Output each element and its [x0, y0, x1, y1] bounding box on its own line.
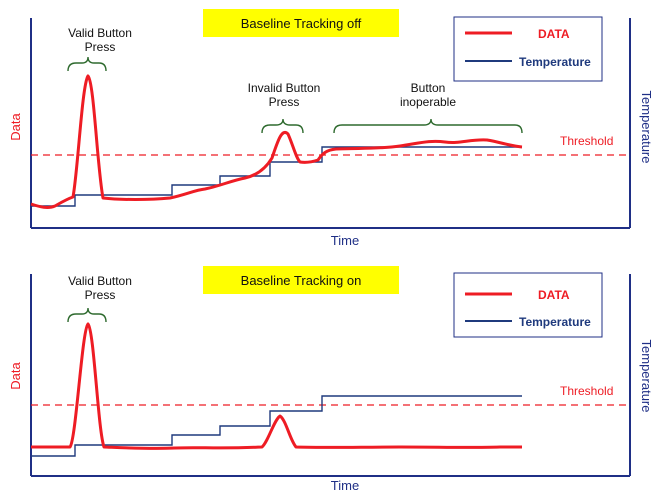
data-series [30, 74, 523, 209]
annotation-button-inoperable: Button inoperable [333, 81, 523, 134]
annotation-valid-press: Valid Button Press [67, 26, 132, 72]
x-axis-label-time: Time [331, 478, 359, 493]
banner-background [203, 266, 399, 294]
brace [333, 118, 523, 134]
threshold-label: Threshold [560, 134, 613, 148]
legend-box [453, 16, 603, 82]
legend-label-data: DATA [538, 288, 570, 302]
annotation-label-line1: Valid Button [68, 274, 132, 288]
banner-title: Baseline Tracking on [241, 273, 362, 288]
legend-label-temperature: Temperature [519, 55, 591, 69]
annotation-label-line2: Press [85, 288, 116, 302]
banner-background [203, 9, 399, 37]
brace [67, 56, 107, 72]
legend-label-temperature: Temperature [519, 315, 591, 329]
temperature-series [31, 395, 522, 457]
y-axis-label-temperature: Temperature [639, 91, 654, 164]
annotation-label-line1: Invalid Button [248, 81, 321, 95]
threshold-label: Threshold [560, 384, 613, 398]
data-series [31, 322, 522, 450]
brace [261, 118, 304, 134]
banner-title: Baseline Tracking off [241, 16, 362, 31]
temperature-series [31, 146, 522, 207]
brace [67, 307, 107, 323]
legend-label-data: DATA [538, 27, 570, 41]
annotation-label-line1: Valid Button [68, 26, 132, 40]
annotation-label-line2: Press [269, 95, 300, 109]
y-axis-label-data: Data [8, 113, 23, 141]
x-axis-label-time: Time [331, 233, 359, 248]
annotation-invalid-press: Invalid Button Press [248, 81, 321, 134]
annotation-label-line2: inoperable [400, 95, 456, 109]
panel-baseline-off: Baseline Tracking off Data Temperature T… [8, 9, 654, 248]
annotation-valid-press: Valid Button Press [67, 274, 132, 323]
annotation-label-line1: Button [411, 81, 446, 95]
legend: DATA Temperature [453, 272, 603, 338]
legend: DATA Temperature [453, 16, 603, 82]
legend-box [453, 272, 603, 338]
panel-baseline-on: Baseline Tracking on Data Temperature Ti… [8, 266, 654, 493]
y-axis-label-data: Data [8, 362, 23, 390]
annotation-label-line2: Press [85, 40, 116, 54]
y-axis-label-temperature: Temperature [639, 340, 654, 413]
